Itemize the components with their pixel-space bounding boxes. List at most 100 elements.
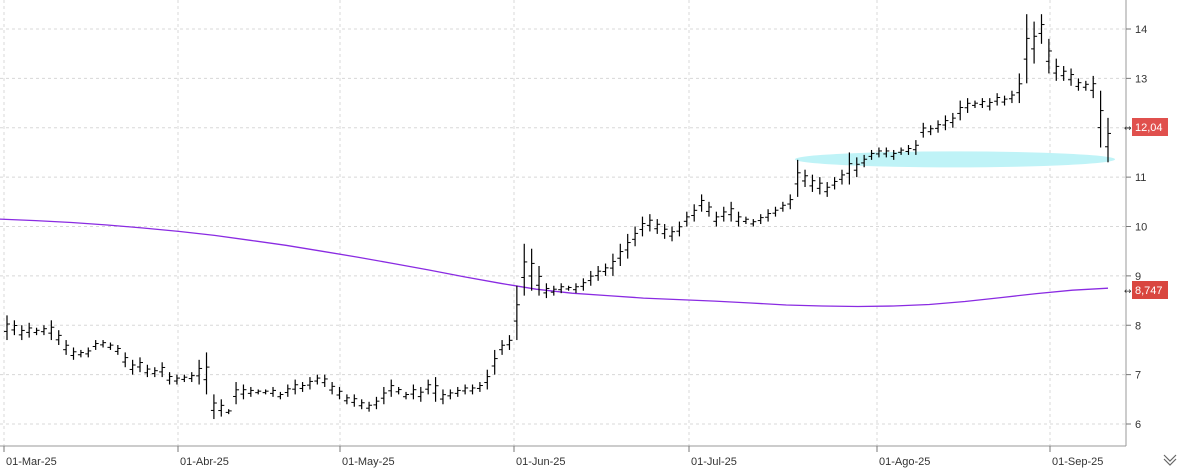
x-axis: 01-Mar-25 01-Abr-25 01-May-25 01-Jun-25 … (3, 446, 1103, 468)
ohlc-bar (77, 349, 84, 358)
chart-grid (0, 0, 1126, 446)
ohlc-bar (343, 394, 350, 405)
ohlc-bar (787, 194, 794, 210)
ohlc-bar (1053, 58, 1060, 81)
ohlc-bar (838, 169, 845, 185)
ohlc-bar (676, 221, 683, 237)
y-tick-label: 11 (1135, 172, 1146, 184)
ohlc-bar (986, 98, 993, 111)
ohlc-bar (669, 226, 676, 242)
ohlc-bar (550, 285, 557, 296)
ohlc-bar (861, 154, 868, 168)
ohlc-bar (33, 327, 40, 336)
ohlc-bar (26, 322, 33, 338)
ohlc-bar (48, 320, 55, 341)
ohlc-bar (159, 362, 166, 378)
ohlc-bar (247, 386, 254, 397)
ohlc-bar (262, 389, 269, 395)
ohlc-bar (639, 216, 646, 237)
ohlc-bar (935, 120, 942, 133)
ohlc-bar (720, 206, 727, 222)
ohlc-bar (587, 270, 594, 286)
ohlc-bar (85, 347, 92, 358)
ohlc-bar (698, 194, 705, 212)
ohlc-bars-layer (4, 14, 1111, 420)
ohlc-bar (794, 159, 801, 197)
ohlc-bar (114, 345, 121, 355)
ohlc-bar (646, 214, 653, 232)
ohlc-bar (994, 93, 1001, 106)
scale-toggle-icon[interactable] (1163, 454, 1177, 466)
moving-average-marker-icon: ↔ (1124, 287, 1132, 297)
ohlc-bar (1097, 90, 1104, 148)
ohlc-bar (410, 384, 417, 400)
ohlc-bar (55, 330, 62, 345)
ohlc-bar (225, 409, 232, 415)
ohlc-bar (898, 147, 905, 155)
ohlc-bar (388, 379, 395, 397)
ohlc-bar (373, 396, 380, 410)
y-tick-label: 10 (1135, 222, 1147, 234)
ohlc-bar (565, 285, 572, 291)
ohlc-bar (1045, 38, 1052, 74)
ohlc-bar (1105, 117, 1111, 163)
ohlc-bar (1038, 14, 1045, 44)
ohlc-bar (11, 320, 18, 336)
ohlc-bar (713, 211, 720, 227)
y-tick-label: 8 (1135, 320, 1141, 332)
ohlc-bar (536, 266, 543, 296)
support-zone-layer (795, 151, 1115, 168)
ohlc-bar (779, 201, 786, 212)
ohlc-bar (18, 325, 25, 341)
ohlc-bar (432, 377, 439, 402)
ohlc-bar (632, 226, 639, 247)
y-tick-label: 6 (1135, 419, 1141, 431)
ohlc-bar (100, 340, 107, 348)
ohlc-bar (240, 384, 247, 400)
ohlc-bar (329, 382, 336, 395)
ohlc-bar (742, 216, 749, 225)
ohlc-bar (528, 248, 535, 291)
last-price-marker-icon: ↔ (1124, 124, 1132, 134)
ohlc-bar (1031, 21, 1038, 64)
ohlc-bar (417, 386, 424, 402)
ohlc-bar (63, 340, 70, 355)
ohlc-bar (196, 359, 203, 385)
moving-average-tag-box (1132, 281, 1168, 299)
ohlc-bar (358, 399, 365, 410)
ohlc-bar (395, 386, 402, 395)
y-tick-label: 9 (1135, 271, 1141, 283)
ohlc-bar (70, 347, 77, 360)
ohlc-bar (1068, 68, 1075, 86)
ohlc-bar (1008, 90, 1015, 104)
ohlc-bar (499, 340, 506, 355)
ohlc-bar (853, 157, 860, 178)
ohlc-bar (1016, 73, 1023, 104)
ohlc-bar (380, 386, 387, 405)
ohlc-bar (40, 325, 47, 336)
x-tick-label: 01-Mar-25 (6, 456, 57, 468)
ohlc-bar (151, 367, 158, 378)
ohlc-bar (964, 98, 971, 113)
support-zone (795, 151, 1115, 168)
ohlc-bar (1090, 75, 1097, 99)
ohlc-bar (1001, 95, 1008, 106)
ohlc-bar (270, 386, 277, 397)
ohlc-bar (4, 315, 10, 341)
ohlc-bar (846, 152, 853, 185)
ohlc-bar (890, 149, 897, 160)
ohlc-bar (462, 384, 469, 395)
ohlc-bar (321, 374, 328, 387)
ohlc-bar (181, 374, 188, 383)
ohlc-bar (875, 147, 882, 158)
ohlc-bar (292, 379, 299, 395)
ohlc-bar (92, 340, 99, 350)
ohlc-bar (484, 369, 491, 390)
ohlc-bar (210, 394, 217, 420)
ohlc-bar (912, 140, 919, 155)
ohlc-bar (447, 389, 454, 400)
ohlc-bar (233, 382, 240, 405)
ohlc-bar (439, 389, 446, 405)
ohlc-bar (824, 182, 831, 197)
ohlc-bar (809, 174, 816, 192)
